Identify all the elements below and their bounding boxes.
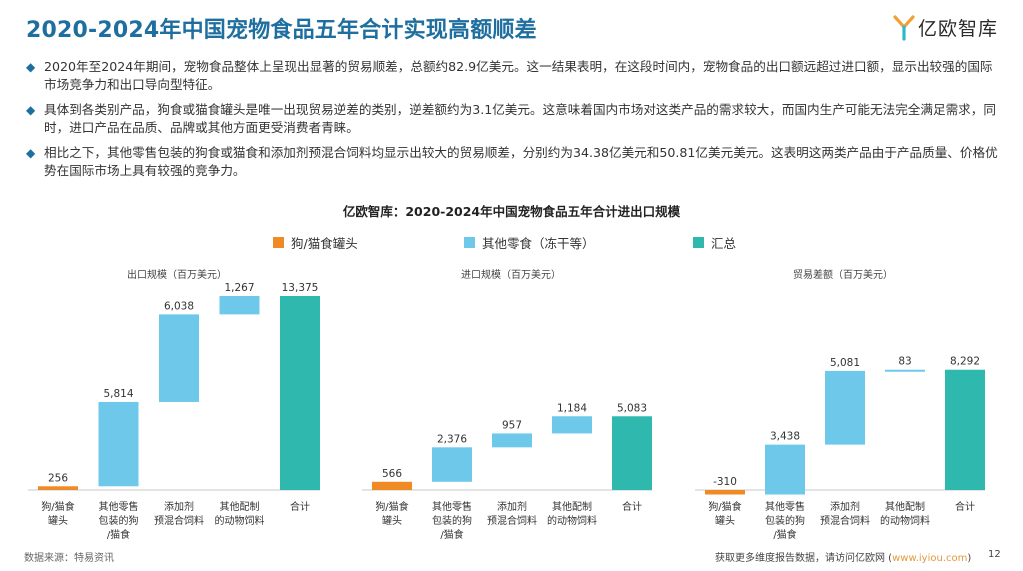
data-label: 1,184 bbox=[557, 402, 587, 414]
footer-text: 获取更多维度报告数据，请访问亿欧网 ( bbox=[715, 553, 893, 564]
category-tick-label: 包装的狗 bbox=[432, 514, 472, 527]
page-number: 12 bbox=[988, 549, 1001, 560]
category-tick-label: 添加剂 bbox=[164, 500, 194, 513]
data-label: 957 bbox=[502, 419, 522, 431]
category-tick-label: 狗/猫食 bbox=[375, 500, 408, 513]
bullet-text: 具体到各类别产品，狗食或猫食罐头是唯一出现贸易逆差的类别，逆差额约为3.1亿美元… bbox=[44, 102, 996, 135]
category-tick-label: 包装的狗 bbox=[765, 514, 805, 527]
category-tick-label: 的动物饲料 bbox=[547, 514, 597, 527]
bar bbox=[492, 433, 532, 448]
bullet-text: 相比之下，其他零售包装的狗食或猫食和添加剂预混合饲料均显示出较大的贸易顺差，分别… bbox=[44, 145, 998, 178]
website-link[interactable]: www.iyiou.com bbox=[892, 553, 968, 564]
bar bbox=[765, 444, 805, 495]
category-tick-label: 添加剂 bbox=[830, 500, 860, 513]
category-tick-label: 其他零售 bbox=[765, 500, 805, 513]
legend-swatch bbox=[273, 237, 284, 248]
category-tick-label: 预混合饲料 bbox=[820, 514, 870, 527]
data-label: 2,376 bbox=[437, 433, 467, 445]
legend-item-total: 汇总 bbox=[693, 233, 736, 252]
bar bbox=[219, 296, 260, 315]
data-label: 3,438 bbox=[770, 431, 800, 443]
bar bbox=[432, 447, 472, 482]
category-tick-label: 的动物饲料 bbox=[215, 514, 265, 527]
data-label: 6,038 bbox=[164, 300, 194, 312]
bar bbox=[825, 370, 865, 445]
legend-swatch bbox=[464, 237, 475, 248]
category-tick-label: 其他零售 bbox=[432, 500, 472, 513]
category-tick-label: 狗/猫食 bbox=[41, 500, 74, 513]
data-label: 5,814 bbox=[103, 388, 133, 400]
bar bbox=[98, 401, 139, 487]
data-label: 83 bbox=[898, 356, 911, 368]
category-tick-label: 合计 bbox=[955, 500, 975, 513]
bar bbox=[945, 369, 985, 490]
logo-text: 亿欧智库 bbox=[918, 18, 999, 40]
yiou-logo-icon bbox=[893, 14, 915, 41]
bar bbox=[38, 486, 78, 490]
legend-label: 其他零食（冻干等） bbox=[482, 236, 595, 251]
bullet-item: ◆ 2020年至2024年期间，宠物食品整体上呈现出显著的贸易顺差，总额约82.… bbox=[26, 58, 1001, 94]
diamond-bullet-icon: ◆ bbox=[26, 60, 36, 74]
diamond-bullet-icon: ◆ bbox=[26, 103, 36, 117]
bullet-text: 2020年至2024年期间，宠物食品整体上呈现出显著的贸易顺差，总额约82.9亿… bbox=[44, 59, 993, 92]
legend-label: 汇总 bbox=[711, 236, 737, 251]
legend-swatch bbox=[693, 237, 704, 248]
data-label: 5,083 bbox=[617, 402, 647, 414]
legend-label: 狗/猫食罐头 bbox=[291, 236, 358, 251]
category-tick-label: /猫食 bbox=[107, 528, 130, 541]
category-tick-label: 其他零售 bbox=[99, 500, 139, 513]
chart-title: 亿欧智库：2020-2024年中国宠物食品五年合计进出口规模 bbox=[342, 204, 681, 219]
summary-bullets: ◆ 2020年至2024年期间，宠物食品整体上呈现出显著的贸易顺差，总额约82.… bbox=[26, 58, 1001, 187]
data-label: 13,375 bbox=[282, 282, 319, 294]
data-label: -310 bbox=[713, 476, 737, 488]
category-tick-label: 罐头 bbox=[48, 514, 68, 527]
category-tick-label: 预混合饲料 bbox=[154, 514, 204, 527]
bar bbox=[159, 314, 199, 402]
category-tick-label: /猫食 bbox=[440, 528, 463, 541]
logo: 亿欧智库 bbox=[893, 14, 998, 41]
legend-item-cans: 狗/猫食罐头 bbox=[273, 233, 358, 252]
bar bbox=[612, 416, 652, 490]
category-tick-label: 合计 bbox=[290, 500, 310, 513]
bar bbox=[552, 416, 592, 434]
bar bbox=[280, 296, 320, 490]
category-tick-label: 罐头 bbox=[715, 514, 735, 527]
data-label: 5,081 bbox=[830, 357, 860, 369]
footer-note: 获取更多维度报告数据，请访问亿欧网 (www.iyiou.com) bbox=[715, 549, 971, 564]
category-tick-label: 包装的狗 bbox=[99, 514, 139, 527]
category-tick-label: 的动物饲料 bbox=[880, 514, 930, 527]
bar bbox=[372, 481, 412, 490]
data-label: 566 bbox=[382, 468, 402, 480]
bar bbox=[885, 369, 925, 372]
footer-close: ) bbox=[967, 553, 972, 564]
category-tick-label: /猫食 bbox=[773, 528, 796, 541]
category-tick-label: 其他配制 bbox=[885, 500, 925, 513]
diamond-bullet-icon: ◆ bbox=[26, 146, 36, 160]
category-tick-label: 合计 bbox=[622, 500, 642, 513]
data-label: 8,292 bbox=[950, 356, 980, 368]
chart-subtitle: 出口规模（百万美元） bbox=[127, 268, 227, 281]
data-source: 数据来源：特易资讯 bbox=[24, 553, 114, 564]
data-label: 256 bbox=[48, 472, 68, 484]
category-tick-label: 预混合饲料 bbox=[487, 514, 537, 527]
bar bbox=[705, 490, 745, 495]
category-tick-label: 狗/猫食 bbox=[708, 500, 741, 513]
page-title: 2020-2024年中国宠物食品五年合计实现高额顺差 bbox=[26, 18, 537, 43]
bullet-item: ◆ 具体到各类别产品，狗食或猫食罐头是唯一出现贸易逆差的类别，逆差额约为3.1亿… bbox=[26, 101, 1001, 137]
data-label: 1,267 bbox=[224, 282, 254, 294]
category-tick-label: 其他配制 bbox=[220, 500, 260, 513]
chart-subtitle: 进口规模（百万美元） bbox=[461, 268, 561, 281]
category-tick-label: 其他配制 bbox=[552, 500, 592, 513]
chart-subtitle: 贸易差额（百万美元） bbox=[793, 268, 893, 281]
category-tick-label: 添加剂 bbox=[497, 500, 527, 513]
bullet-item: ◆ 相比之下，其他零售包装的狗食或猫食和添加剂预混合饲料均显示出较大的贸易顺差，… bbox=[26, 144, 1001, 180]
category-tick-label: 罐头 bbox=[382, 514, 402, 527]
legend-item-snacks: 其他零食（冻干等） bbox=[464, 233, 595, 252]
